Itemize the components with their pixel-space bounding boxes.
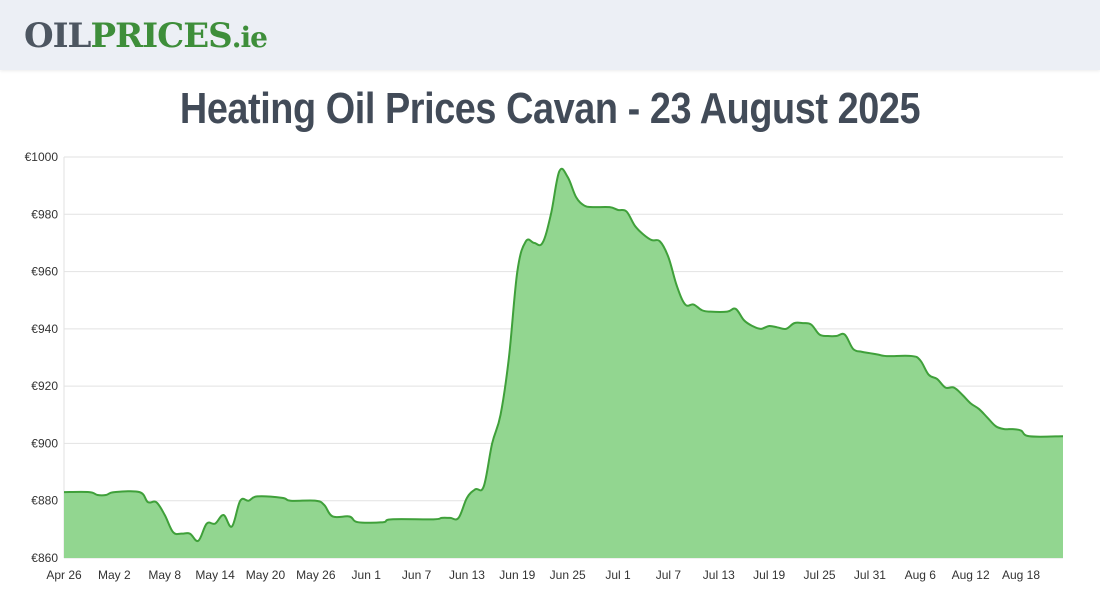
logo-oil-text: OIL [24,16,91,56]
y-tick-label: €940 [31,322,58,336]
y-tick-label: €920 [31,379,58,393]
x-tick-label: Aug 18 [1002,568,1040,582]
y-tick-label: €980 [31,207,58,221]
y-tick-label: €960 [31,265,58,279]
x-tick-label: Jun 13 [449,568,485,582]
x-tick-label: Jul 13 [703,568,735,582]
x-tick-label: May 14 [195,568,235,582]
site-logo[interactable]: OILPRICES.ie [24,14,268,60]
logo-prices-text: PRICES [90,16,232,56]
series-line [63,167,1064,543]
series-group [63,167,1064,558]
x-tick-label: Jun 25 [550,568,586,582]
x-tick-label: Jun 7 [402,568,432,582]
y-tick-label: €880 [31,494,58,508]
x-tick-label: May 8 [148,568,181,582]
y-tick-label: €900 [31,436,58,450]
x-tick-label: Jun 1 [352,568,382,582]
x-tick-label: Jul 25 [804,568,836,582]
x-tick-label: Jul 19 [753,568,785,582]
x-tick-label: Aug 6 [905,568,937,582]
x-tick-label: May 2 [98,568,131,582]
x-tick-label: Jul 7 [656,568,682,582]
x-axis: Apr 26 May 2 May 8 May 14 May 20 May 26 Jun 1 J… [46,568,1040,582]
logo-domain-text: .ie [231,21,268,54]
x-tick-label: May 20 [246,568,286,582]
x-tick-label: Jul 31 [854,568,886,582]
y-tick-label: €1000 [25,150,59,164]
y-axis: €1000 €980 €960 €940 €920 €900 €880 €860 [25,150,59,565]
x-tick-label: Jul 1 [605,568,631,582]
x-tick-label: May 26 [296,568,336,582]
y-tick-label: €860 [31,551,58,565]
top-header-bar: OILPRICES.ie [0,0,1100,70]
x-tick-label: Aug 12 [952,568,990,582]
x-tick-label: Jun 19 [499,568,535,582]
page-title: Heating Oil Prices Cavan - 23 August 202… [179,84,921,133]
series-area [64,168,1063,558]
x-tick-label: Apr 26 [46,568,82,582]
